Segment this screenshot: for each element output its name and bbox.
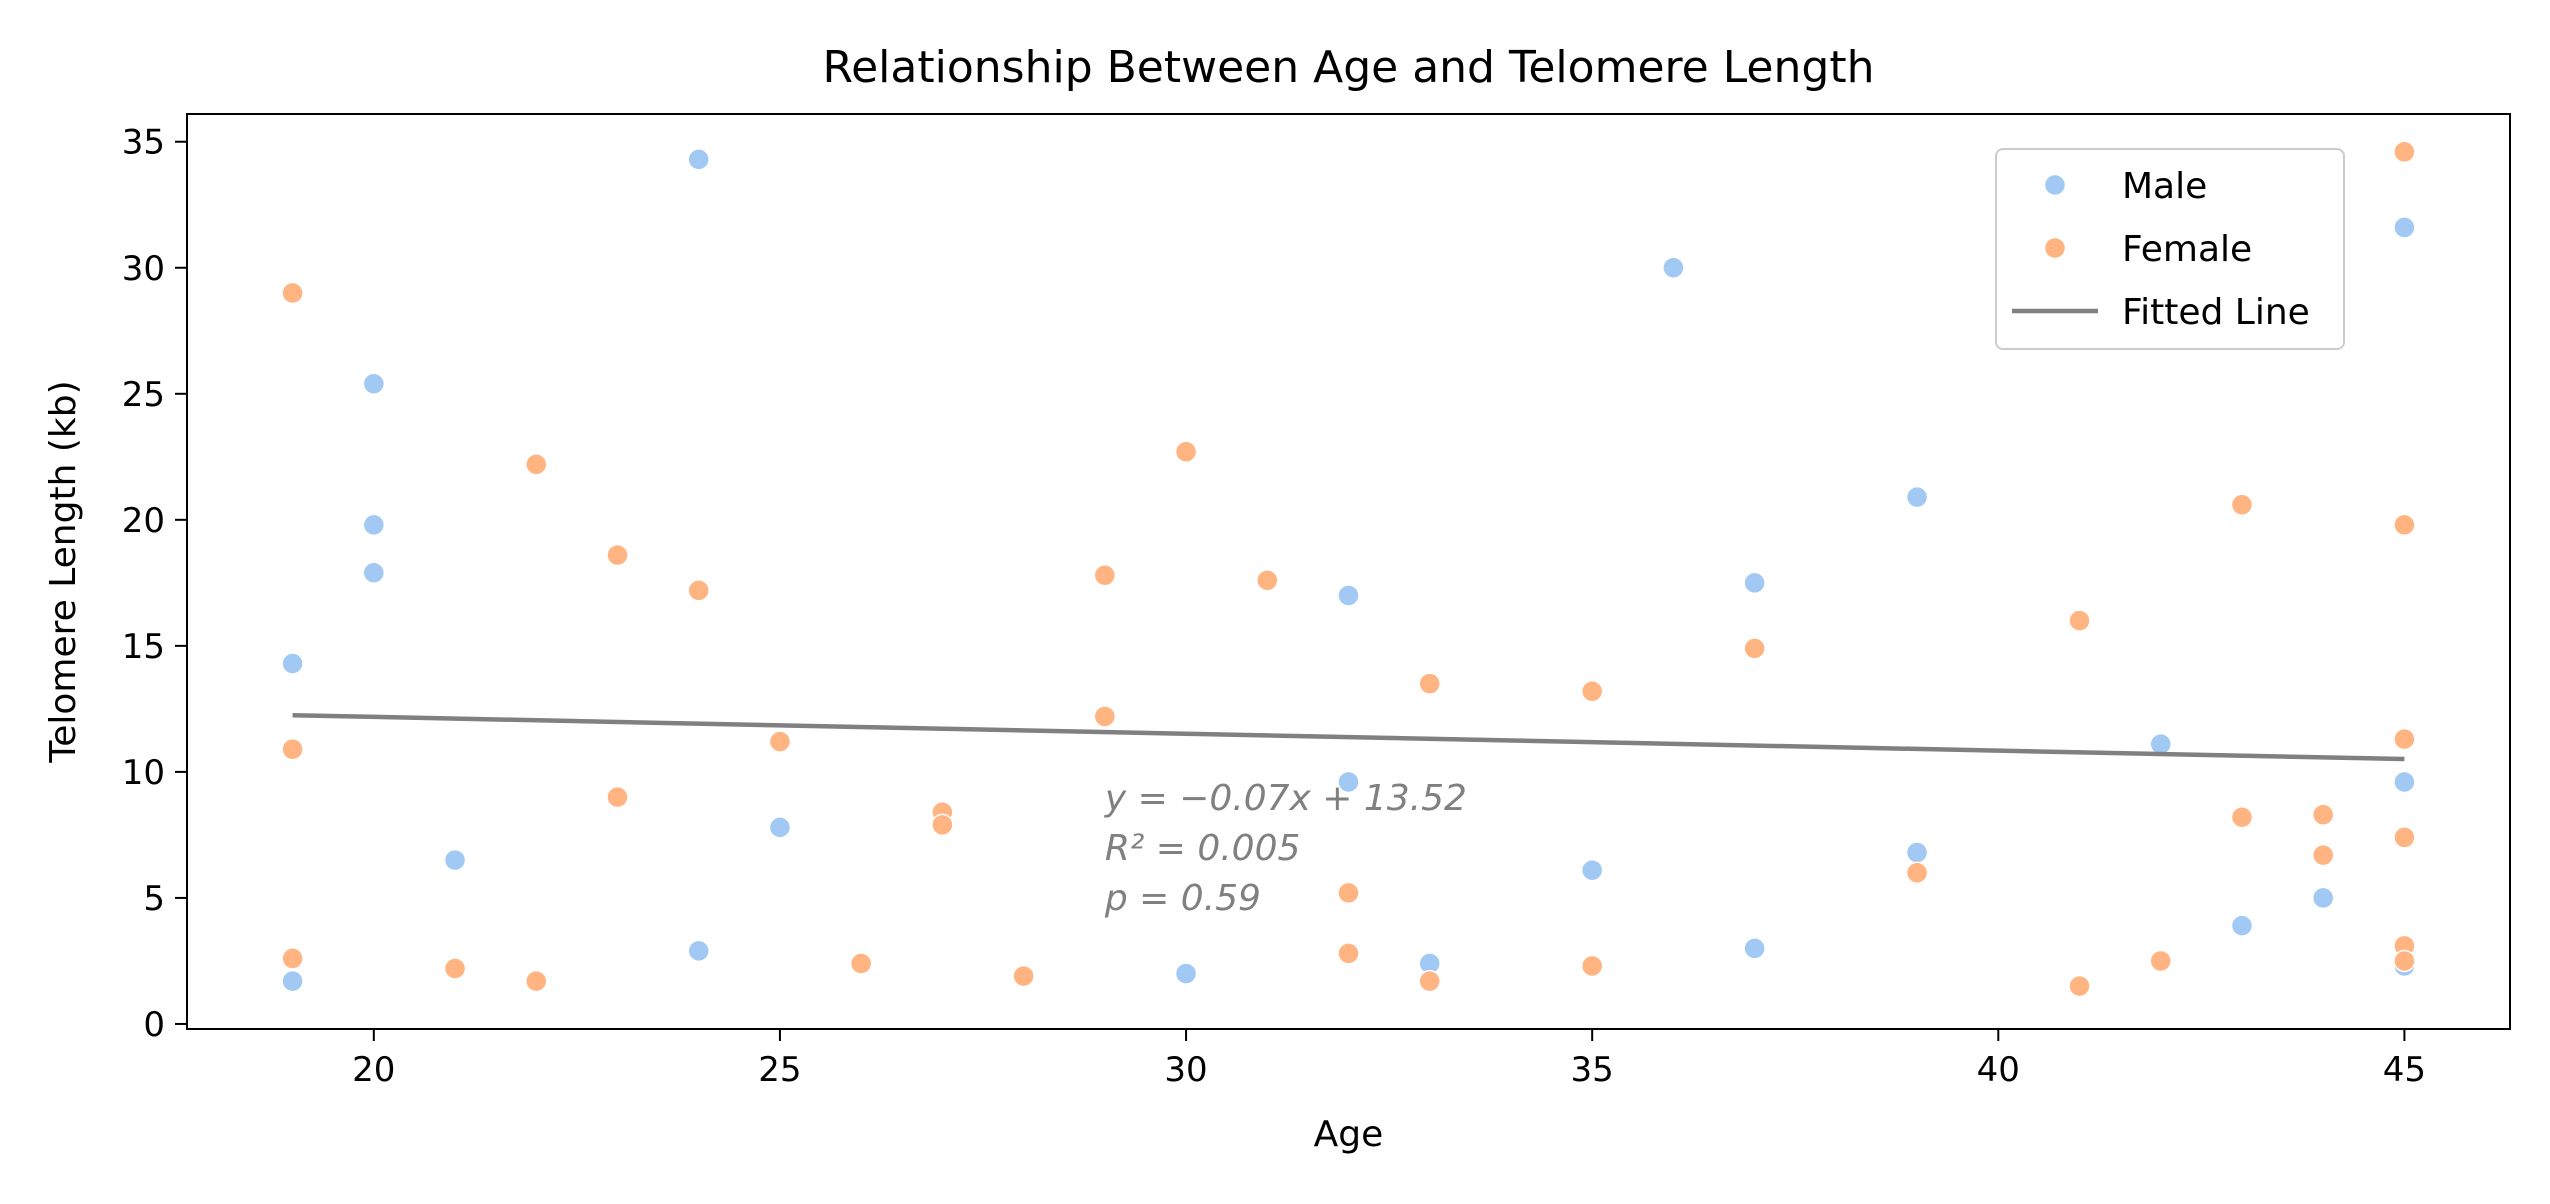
y-tick-label: 25 xyxy=(122,375,165,415)
data-point-female xyxy=(1418,672,1441,695)
data-point-female xyxy=(931,813,954,837)
series-female xyxy=(281,140,2416,998)
y-tick-label: 0 xyxy=(143,1005,165,1045)
data-point-male xyxy=(281,969,304,993)
data-point-male xyxy=(1905,841,1929,864)
fit-annotation-line: R² = 0.005 xyxy=(1105,828,1301,869)
legend-label-female: Female xyxy=(2122,229,2252,270)
y-tick-label: 20 xyxy=(122,501,165,541)
data-point-female xyxy=(606,543,629,567)
series-male xyxy=(281,148,2416,993)
data-point-female xyxy=(1580,954,1604,978)
data-point-female xyxy=(525,969,548,993)
data-point-female xyxy=(2149,949,2172,973)
legend: Male Female Fitted Line xyxy=(1995,148,2345,350)
data-point-female xyxy=(281,281,304,305)
data-point-male xyxy=(1743,571,1766,595)
x-tick-label: 40 xyxy=(1977,1050,2020,1090)
legend-label-male: Male xyxy=(2122,166,2207,207)
data-point-male xyxy=(362,513,386,537)
data-point-male xyxy=(687,148,710,171)
data-point-female xyxy=(2393,513,2416,537)
y-tick-label: 35 xyxy=(122,123,165,163)
data-point-male xyxy=(362,561,386,585)
data-point-female xyxy=(281,737,304,761)
data-point-female xyxy=(1743,637,1766,660)
data-point-male xyxy=(2149,732,2172,756)
y-tick-label: 30 xyxy=(122,249,165,289)
data-point-female xyxy=(2230,493,2254,516)
data-point-male xyxy=(281,652,304,675)
data-point-female xyxy=(2393,727,2416,751)
data-point-female xyxy=(443,957,467,980)
data-point-female xyxy=(1256,569,1279,592)
x-tick-label: 30 xyxy=(1164,1050,1207,1090)
data-point-female xyxy=(2393,949,2416,973)
data-point-male xyxy=(1743,937,1766,960)
data-point-female xyxy=(768,730,792,753)
fit-annotation-line: y = −0.07x + 13.52 xyxy=(1104,778,1467,819)
data-point-female xyxy=(1093,564,1117,587)
data-point-male xyxy=(2393,216,2416,239)
data-point-female xyxy=(2393,140,2416,164)
data-point-female xyxy=(687,579,710,602)
data-point-female xyxy=(2311,803,2335,826)
data-point-male xyxy=(768,816,792,839)
y-tick-label: 15 xyxy=(122,627,165,667)
legend-label-fitted-line: Fitted Line xyxy=(2122,292,2310,333)
y-tick-label: 5 xyxy=(143,879,165,919)
data-point-male xyxy=(1905,485,1929,509)
x-tick-label: 20 xyxy=(352,1050,395,1090)
chart-title: Relationship Between Age and Telomere Le… xyxy=(823,42,1875,93)
x-tick-label: 35 xyxy=(1571,1050,1614,1090)
data-point-female xyxy=(2068,609,2091,632)
data-point-male xyxy=(362,372,386,395)
data-point-female xyxy=(281,947,304,970)
data-point-male xyxy=(1174,962,1198,985)
data-point-female xyxy=(1337,881,1360,905)
x-tick-label: 45 xyxy=(2383,1050,2426,1090)
data-point-female xyxy=(525,453,548,476)
x-tick-label: 25 xyxy=(758,1050,801,1090)
data-point-female xyxy=(1580,679,1604,703)
data-point-male xyxy=(2311,886,2335,910)
data-point-male xyxy=(443,848,467,872)
fit-annotation-line: p = 0.59 xyxy=(1104,878,1261,919)
data-point-male xyxy=(1580,858,1604,882)
data-point-female xyxy=(2068,974,2091,998)
fitted-line xyxy=(292,712,2405,762)
legend-marker-male xyxy=(2043,173,2067,197)
plot-frame xyxy=(186,113,2511,1030)
data-point-male xyxy=(2393,770,2416,794)
y-tick-label: 10 xyxy=(122,753,165,793)
data-point-male xyxy=(687,939,710,963)
data-point-female xyxy=(2311,843,2335,867)
data-point-male xyxy=(2230,914,2254,937)
legend-box xyxy=(1995,148,2345,350)
x-axis-label: Age xyxy=(1314,1114,1384,1155)
data-point-male xyxy=(1337,770,1360,794)
data-point-male xyxy=(1337,584,1360,607)
data-point-female xyxy=(2393,826,2416,849)
data-point-female xyxy=(1174,440,1198,464)
data-point-female xyxy=(2230,806,2254,829)
data-point-female xyxy=(1337,942,1360,965)
y-axis-label: Telomere Length (kb) xyxy=(43,380,84,763)
data-point-female xyxy=(1012,964,1035,988)
data-point-female xyxy=(849,952,873,975)
data-point-female xyxy=(1093,705,1117,728)
data-point-female xyxy=(1905,861,1929,884)
legend-marker-female xyxy=(2043,236,2067,260)
data-point-female xyxy=(1418,969,1441,993)
data-point-male xyxy=(1662,256,1685,280)
data-point-female xyxy=(606,785,629,809)
